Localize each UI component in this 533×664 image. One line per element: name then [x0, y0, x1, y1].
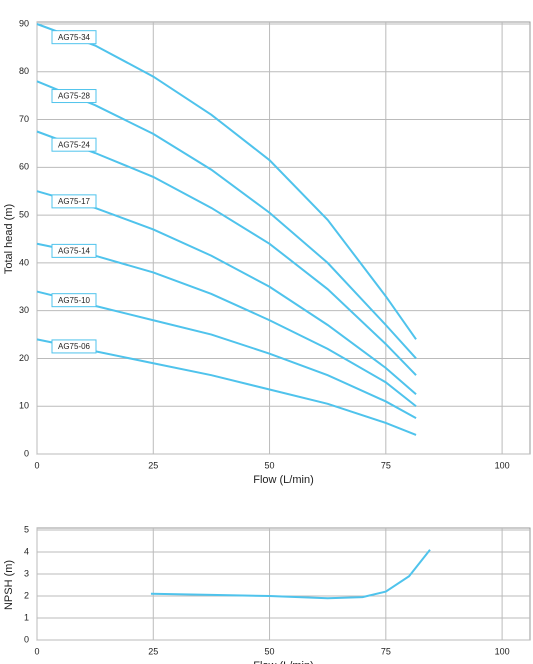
y-tick-label: 20: [19, 353, 29, 363]
legend-box: [51, 89, 97, 104]
y-axis-title: NPSH (m): [3, 560, 15, 610]
x-tick-label: 0: [34, 460, 39, 470]
series-line: [36, 80, 417, 360]
legend-label: AG75-06: [58, 342, 91, 351]
legend-label: AG75-24: [58, 140, 91, 149]
series-line: [36, 290, 417, 420]
y-tick-label: 60: [19, 162, 29, 172]
legend-box: [51, 339, 97, 354]
legend-label: AG75-14: [58, 246, 91, 255]
x-tick-label: 25: [148, 460, 158, 470]
y-tick-label: 3: [24, 568, 29, 578]
x-tick-label: 25: [148, 646, 158, 656]
plot-area: [36, 21, 531, 455]
legend-box: [51, 243, 97, 258]
legend-box: [51, 137, 97, 152]
legend-box: [51, 30, 97, 45]
y-tick-label: 4: [24, 546, 29, 556]
series-line: [150, 549, 431, 600]
y-tick-label: 70: [19, 114, 29, 124]
y-axis-title: Total head (m): [3, 204, 15, 274]
x-tick-label: 75: [381, 460, 391, 470]
x-tick-label: 50: [265, 460, 275, 470]
x-axis-title: Flow (L/min): [253, 660, 314, 664]
y-tick-label: 50: [19, 209, 29, 219]
x-tick-label: 50: [265, 646, 275, 656]
y-tick-label: 2: [24, 590, 29, 600]
y-tick-label: 10: [19, 401, 29, 411]
x-tick-label: 100: [495, 646, 510, 656]
series-line: [36, 130, 417, 376]
x-tick-label: 100: [495, 460, 510, 470]
plot-area: [36, 527, 531, 641]
y-tick-label: 30: [19, 305, 29, 315]
x-axis-title: Flow (L/min): [253, 474, 314, 486]
x-tick-label: 75: [381, 646, 391, 656]
series-line: [36, 242, 417, 408]
y-tick-label: 90: [19, 18, 29, 28]
y-tick-label: 1: [24, 612, 29, 622]
legend-box: [51, 194, 97, 209]
legend-label: AG75-34: [58, 33, 91, 42]
legend-box: [51, 293, 97, 308]
legend-label: AG75-10: [58, 296, 91, 305]
y-tick-label: 0: [24, 448, 29, 458]
y-tick-label: 80: [19, 66, 29, 76]
series-line: [36, 190, 417, 396]
y-tick-label: 0: [24, 634, 29, 644]
x-tick-label: 0: [34, 646, 39, 656]
legend-label: AG75-28: [58, 92, 91, 101]
y-tick-label: 5: [24, 524, 29, 534]
series-line: [36, 338, 417, 436]
series-line: [36, 23, 417, 340]
legend-label: AG75-17: [58, 197, 91, 206]
y-tick-label: 40: [19, 257, 29, 267]
